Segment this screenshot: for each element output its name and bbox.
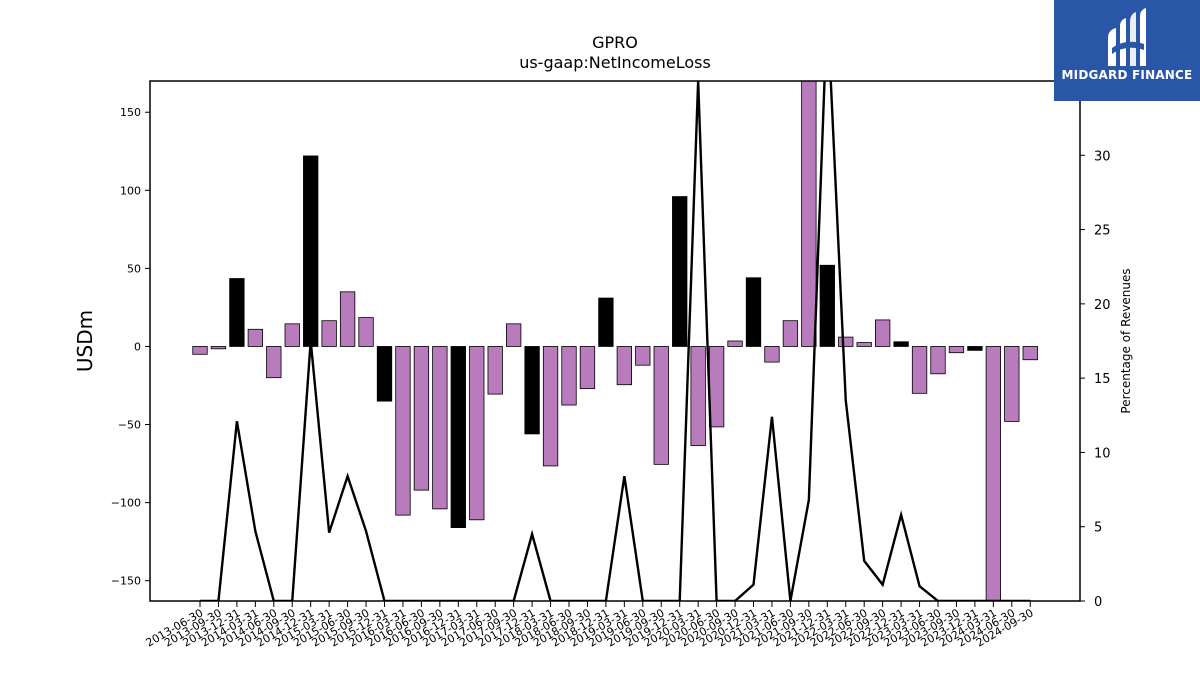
bar-2018-12-31 — [598, 297, 614, 347]
bar-2021-03-31 — [764, 346, 780, 363]
bar-2013-09-30 — [210, 346, 227, 350]
bar-2020-06-30 — [708, 346, 725, 428]
y-tick-label: 0 — [134, 340, 141, 353]
bar-2014-09-30 — [284, 323, 300, 347]
y2-tick-label: 10 — [1094, 446, 1111, 461]
bar-2021-12-31 — [819, 264, 835, 347]
bar-2018-06-30 — [561, 346, 577, 406]
y-axis-label: USDm — [73, 310, 97, 372]
y-tick-label: −150 — [111, 575, 141, 588]
bar-2022-06-30 — [856, 342, 872, 347]
bar-2022-12-31 — [893, 341, 909, 347]
bar-2024-09-30 — [1022, 346, 1038, 361]
bar-2017-03-31 — [469, 346, 485, 521]
bar-2020-09-30 — [727, 340, 743, 347]
y-tick-label: 100 — [120, 184, 141, 197]
y2-axis-label: Percentage of Revenues — [1119, 268, 1133, 413]
y2-tick-label: 15 — [1094, 372, 1111, 387]
bar-2014-06-30 — [266, 346, 282, 379]
bar-2020-03-31 — [690, 346, 706, 447]
bar-2017-06-30 — [487, 346, 503, 395]
bar-2014-12-31 — [303, 155, 319, 347]
bar-2019-03-31 — [616, 346, 632, 386]
bar-2017-12-31 — [524, 346, 540, 435]
chart-title: GPRO — [592, 33, 638, 52]
bar-2016-09-30 — [432, 346, 448, 510]
percentage-line — [200, 81, 1031, 601]
bar-2022-03-31 — [838, 336, 854, 347]
y2-tick-label: 25 — [1094, 224, 1111, 239]
bar-2021-09-30 — [801, 81, 817, 347]
bar-2023-06-30 — [930, 346, 946, 375]
bar-2016-03-31 — [395, 346, 411, 516]
bar-2015-12-31 — [376, 346, 393, 402]
bar-2019-09-30 — [653, 346, 669, 465]
bar-2021-06-30 — [782, 320, 799, 347]
y2-tick-label: 20 — [1094, 298, 1111, 313]
bar-2015-09-30 — [358, 317, 374, 347]
y2-tick-label: 5 — [1094, 521, 1102, 536]
y-tick-label: −50 — [118, 419, 141, 432]
plot-frame — [149, 80, 1081, 602]
y-tick-label: 50 — [127, 262, 141, 275]
logo-text: MIDGARD FINANCE — [1061, 68, 1193, 82]
bar-2016-12-31 — [450, 346, 466, 529]
y2-tick-label: 30 — [1094, 149, 1111, 164]
bar-2024-03-31 — [985, 346, 1001, 601]
bar-2013-12-31 — [229, 278, 245, 347]
bar-2013-06-30 — [192, 346, 208, 355]
midgard-finance-logo-mark-icon — [1108, 8, 1146, 66]
bar-2020-12-31 — [745, 277, 762, 347]
bar-2014-03-31 — [247, 328, 264, 347]
bar-2015-03-31 — [321, 320, 337, 347]
bar-2018-03-31 — [542, 346, 559, 467]
y-tick-label: −100 — [111, 497, 141, 510]
bars-group — [192, 81, 1038, 601]
bar-2018-09-30 — [579, 346, 596, 390]
percentage-line-group — [200, 81, 1031, 601]
chart-subtitle: us-gaap:NetIncomeLoss — [519, 53, 711, 72]
bar-2023-09-30 — [948, 346, 965, 354]
bar-2019-12-31 — [672, 196, 688, 347]
brand-logo: MIDGARD FINANCE — [1054, 0, 1200, 101]
bar-2022-09-30 — [875, 319, 891, 347]
bar-2017-09-30 — [505, 323, 522, 347]
bar-2016-06-30 — [413, 346, 430, 491]
y-tick-label: 150 — [120, 106, 141, 119]
bar-2015-06-30 — [339, 291, 356, 347]
bar-2023-12-31 — [967, 346, 983, 351]
axes-group: −150−100−500501001500510152025302013-06-… — [111, 80, 1111, 650]
bar-2024-06-30 — [1004, 346, 1020, 422]
bar-2023-03-31 — [911, 346, 928, 394]
y2-tick-label: 0 — [1094, 595, 1102, 610]
bar-2019-06-30 — [635, 346, 651, 366]
